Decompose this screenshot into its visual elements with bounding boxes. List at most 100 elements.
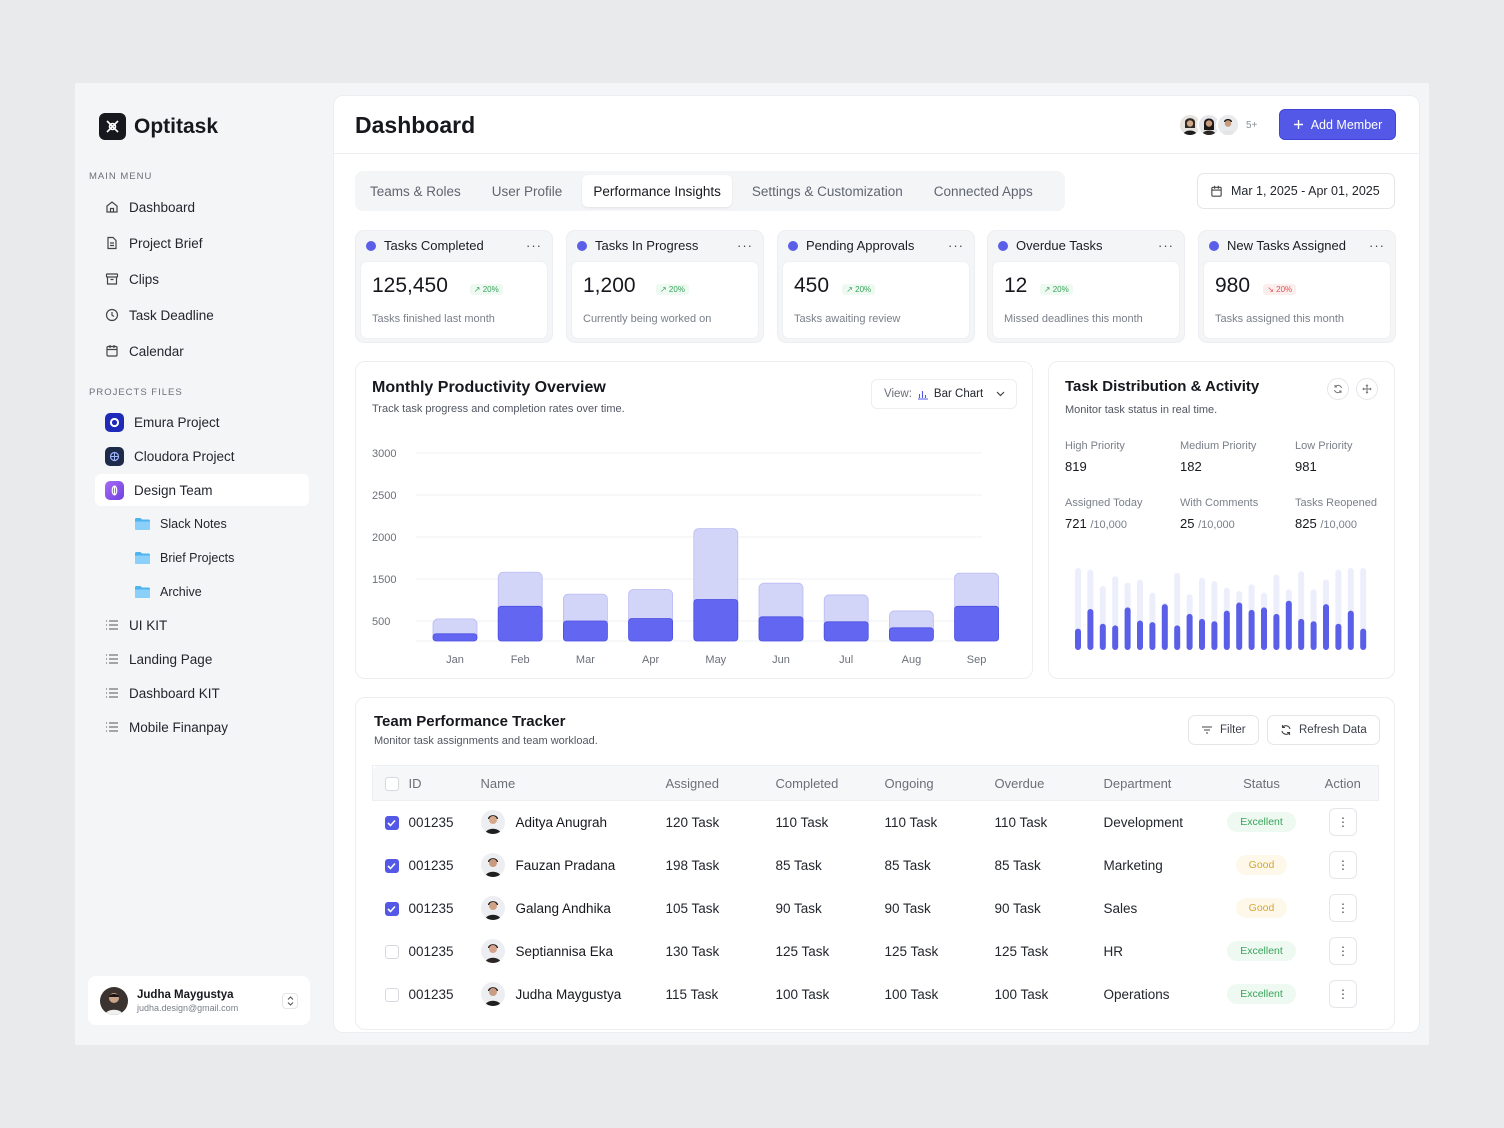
tab-settings-customization[interactable]: Settings & Customization xyxy=(751,183,903,199)
user-account-card[interactable]: Judha Maygustya judha.design@gmail.com xyxy=(88,976,310,1025)
cell-department: HR xyxy=(1103,943,1124,959)
column-header-status[interactable]: Status xyxy=(1215,765,1308,801)
row-action-button[interactable]: ⋮ xyxy=(1329,980,1357,1008)
view-value: Bar Chart xyxy=(933,388,984,400)
row-checkbox[interactable] xyxy=(384,987,399,1002)
column-header-name[interactable]: Name xyxy=(480,765,666,801)
sidebar-item-cloudora-project[interactable]: Cloudora Project xyxy=(95,440,309,472)
column-header-completed[interactable]: Completed xyxy=(775,765,885,801)
row-checkbox[interactable] xyxy=(384,815,399,830)
sidebar-item-emura-project[interactable]: Emura Project xyxy=(95,406,309,438)
cell-assigned: 198 Task xyxy=(665,857,720,873)
folder-brief-projects[interactable]: Brief Projects xyxy=(125,542,305,574)
column-header-id[interactable]: ID xyxy=(408,765,481,801)
sidebar-item-project-brief[interactable]: Project Brief xyxy=(95,227,309,259)
bar-completed[interactable] xyxy=(562,620,608,642)
kpi-dot-icon xyxy=(998,240,1008,251)
tab-bar: Teams & Roles User Profile Performance I… xyxy=(355,171,1065,211)
sidebar-item-dashboard-kit[interactable]: Dashboard KIT xyxy=(95,677,309,709)
expand-button[interactable] xyxy=(1356,378,1378,400)
sidebar-item-task-deadline[interactable]: Task Deadline xyxy=(95,299,309,331)
stat-label: Tasks Reopened xyxy=(1295,497,1377,509)
account-switcher-icon[interactable] xyxy=(282,992,298,1009)
view-select[interactable]: View: Bar Chart xyxy=(871,379,1017,409)
x-tick-label: Jan xyxy=(446,654,464,666)
sidebar-item-clips[interactable]: Clips xyxy=(95,263,309,295)
more-options-icon[interactable]: ··· xyxy=(526,238,542,253)
row-checkbox[interactable] xyxy=(384,944,399,959)
filter-button[interactable]: Filter xyxy=(1188,715,1259,745)
list-icon xyxy=(106,654,118,664)
activity-bar xyxy=(1137,620,1143,650)
sidebar-item-landing-page[interactable]: Landing Page xyxy=(95,643,309,675)
row-checkbox[interactable] xyxy=(384,858,399,873)
stat-label: With Comments xyxy=(1180,497,1259,509)
column-header-overdue[interactable]: Overdue xyxy=(994,765,1104,801)
activity-bar xyxy=(1161,604,1168,650)
activity-bar xyxy=(1347,610,1354,650)
row-checkbox[interactable] xyxy=(384,901,399,916)
more-options-icon[interactable]: ··· xyxy=(737,238,753,253)
refresh-data-button[interactable]: Refresh Data xyxy=(1267,715,1380,745)
kpi-value: 450 xyxy=(794,274,830,297)
bar-completed[interactable] xyxy=(823,621,869,642)
list-icon xyxy=(106,688,118,698)
kpi-change-badge: ↗ 20% xyxy=(656,284,689,295)
table-row[interactable]: 001235 Septiannisa Eka 130 Task 125 Task 125… xyxy=(373,930,1379,973)
kpi-subtitle: Currently being worked on xyxy=(583,313,712,325)
member-avatars[interactable]: 5+ xyxy=(1178,113,1257,137)
bar-completed[interactable] xyxy=(889,627,934,642)
date-range-picker[interactable]: Mar 1, 2025 - Apr 01, 2025 xyxy=(1197,173,1395,209)
more-options-icon[interactable]: ··· xyxy=(948,238,964,253)
table-row[interactable]: 001235 Judha Maygustya 115 Task 100 Task 100… xyxy=(373,973,1379,1016)
view-label: View: xyxy=(884,388,912,400)
column-header-assigned[interactable]: Assigned xyxy=(665,765,776,801)
status-badge: Excellent xyxy=(1227,941,1296,961)
table-row[interactable]: 001235 Galang Andhika 105 Task 90 Task 90 Ta… xyxy=(373,887,1379,930)
bar-completed[interactable] xyxy=(693,599,739,642)
sidebar-item-ui-kit[interactable]: UI KIT xyxy=(95,609,309,641)
activity-bar xyxy=(1335,623,1342,650)
sidebar-item-dashboard[interactable]: Dashboard xyxy=(95,191,309,223)
select-all-checkbox[interactable] xyxy=(385,776,399,791)
row-action-button[interactable]: ⋮ xyxy=(1329,851,1357,879)
sidebar: Optitask MAIN MENU Dashboard Project Bri… xyxy=(75,83,330,1045)
folder-slack-notes[interactable]: Slack Notes xyxy=(125,508,305,540)
more-members-count[interactable]: 5+ xyxy=(1246,119,1258,131)
tab-connected-apps[interactable]: Connected Apps xyxy=(933,183,1033,199)
bar-completed[interactable] xyxy=(432,633,478,642)
home-icon xyxy=(106,201,118,213)
sidebar-item-mobile-finanpay[interactable]: Mobile Finanpay xyxy=(95,711,309,743)
table-row[interactable]: 001235 Fauzan Pradana 198 Task 85 Task 85 Ta… xyxy=(373,844,1379,887)
emura-logo-icon xyxy=(105,412,124,432)
add-member-button[interactable]: Add Member xyxy=(1279,109,1396,140)
tab-user-profile[interactable]: User Profile xyxy=(491,183,563,199)
row-action-button[interactable]: ⋮ xyxy=(1329,937,1357,965)
activity-bar xyxy=(1087,609,1094,650)
sidebar-item-design-team[interactable]: Design Team xyxy=(95,474,309,506)
kpi-card: New Tasks Assigned ··· 980 ↘ 20% Tasks assig… xyxy=(1198,230,1396,343)
row-action-button[interactable]: ⋮ xyxy=(1329,808,1357,837)
app-logo[interactable]: Optitask xyxy=(99,113,218,140)
kpi-dot-icon xyxy=(1209,240,1219,251)
more-options-icon[interactable]: ··· xyxy=(1158,238,1174,253)
folder-archive[interactable]: Archive xyxy=(125,576,305,608)
kpi-body: 12 ↗ 20% Missed deadlines this month xyxy=(992,261,1180,339)
bar-completed[interactable] xyxy=(954,605,999,642)
sidebar-item-label: Task Deadline xyxy=(129,307,214,323)
calendar-icon xyxy=(106,345,118,357)
cloudora-logo-icon xyxy=(105,446,124,466)
avatar xyxy=(100,986,128,1015)
row-action-button[interactable]: ⋮ xyxy=(1329,894,1357,922)
bar-completed[interactable] xyxy=(628,618,674,642)
bar-completed[interactable] xyxy=(497,605,543,642)
sync-button[interactable] xyxy=(1327,378,1349,400)
tab-performance-insights[interactable]: Performance Insights xyxy=(582,175,732,207)
column-header-ongoing[interactable]: Ongoing xyxy=(884,765,995,801)
tab-teams-roles[interactable]: Teams & Roles xyxy=(370,183,461,199)
sidebar-item-calendar[interactable]: Calendar xyxy=(95,335,309,367)
more-options-icon[interactable]: ··· xyxy=(1369,238,1385,253)
column-header-department[interactable]: Department xyxy=(1103,765,1216,801)
bar-completed[interactable] xyxy=(758,616,804,642)
table-row[interactable]: 001235 Aditya Anugrah 120 Task 110 Task 110 … xyxy=(373,801,1379,844)
